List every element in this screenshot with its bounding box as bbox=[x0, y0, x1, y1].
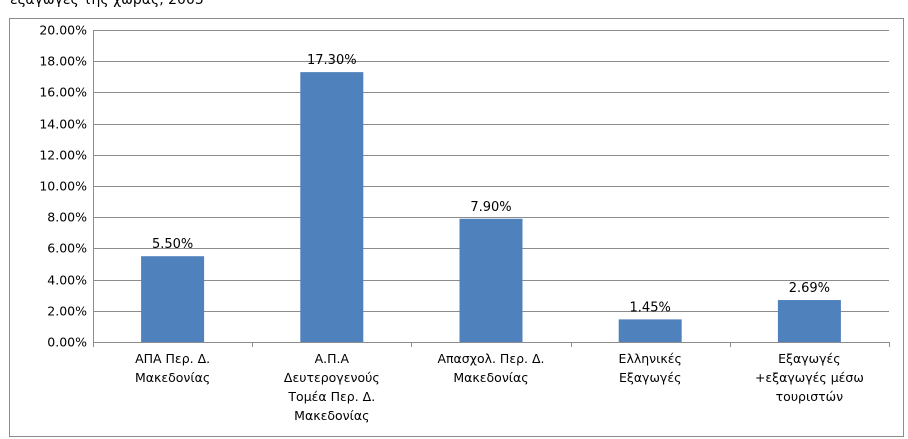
data-label: 17.30% bbox=[307, 53, 357, 68]
y-tick-label: 12.00% bbox=[39, 148, 87, 163]
bar bbox=[777, 300, 841, 342]
x-category-label: Εξαγωγές +εξαγωγές μέσω τουριστών bbox=[755, 351, 864, 404]
x-category-label-line: Α.Π.Α bbox=[315, 351, 350, 366]
data-label: 7.90% bbox=[470, 200, 511, 215]
x-category-label: Απασχολ. Περ. Δ. Μακεδονίας bbox=[437, 351, 544, 385]
y-tick-label: 0.00% bbox=[47, 335, 87, 350]
bar bbox=[141, 256, 205, 342]
y-tick-label: 6.00% bbox=[47, 241, 87, 256]
x-category-label-line: ΑΠΑ Περ. Δ. bbox=[135, 351, 210, 366]
x-category-label-line: Δευτερογενούς bbox=[284, 370, 380, 385]
x-category-label-line: Μακεδονίας bbox=[294, 408, 369, 423]
x-category-label-line: Μακεδονίας bbox=[135, 370, 210, 385]
bar bbox=[618, 319, 682, 342]
x-category-label-line: Απασχολ. Περ. Δ. bbox=[437, 351, 544, 366]
x-category-label-line: τουριστών bbox=[776, 389, 843, 404]
x-category-label-line: Τομέα Περ. Δ. bbox=[287, 389, 375, 404]
y-tick-label: 20.00% bbox=[39, 23, 87, 38]
x-category-label: Ελληνικές Εξαγωγές bbox=[619, 351, 682, 385]
bar bbox=[300, 72, 364, 343]
y-tick-label: 14.00% bbox=[39, 117, 87, 132]
y-axis-ticks: 0.00% 2.00% 4.00% 6.00% 8.00% 10.00% 12.00% 14.… bbox=[39, 23, 87, 350]
x-category-label-line: Μακεδονίας bbox=[453, 370, 528, 385]
data-label: 2.69% bbox=[789, 281, 830, 296]
y-tick-label: 8.00% bbox=[47, 210, 87, 225]
chart-frame bbox=[9, 18, 904, 437]
x-category-label-line: +εξαγωγές μέσω bbox=[755, 370, 864, 385]
x-axis-categories: ΑΠΑ Περ. Δ. Μακεδονίας Α.Π.Α Δευτερογενούς Τ… bbox=[93, 342, 890, 423]
bars bbox=[141, 72, 841, 343]
y-tick-label: 18.00% bbox=[39, 54, 87, 69]
bar bbox=[459, 218, 523, 342]
x-category-label-line: Εξαγωγές bbox=[619, 370, 681, 385]
y-tick-label: 10.00% bbox=[39, 179, 87, 194]
x-category-label: Α.Π.Α Δευτερογενούς Τομέα Περ. Δ. Μακεδονία… bbox=[284, 351, 380, 423]
data-label: 1.45% bbox=[630, 300, 671, 315]
data-label: 5.50% bbox=[152, 237, 193, 252]
x-category-label: ΑΠΑ Περ. Δ. Μακεδονίας bbox=[135, 351, 210, 385]
y-tick-label: 2.00% bbox=[47, 304, 87, 319]
y-tick-label: 4.00% bbox=[47, 273, 87, 288]
x-category-label-line: Εξαγωγές bbox=[778, 351, 840, 366]
x-category-label-line: Ελληνικές bbox=[619, 351, 682, 366]
y-tick-label: 16.00% bbox=[39, 85, 87, 100]
data-labels: 5.50% 17.30% 7.90% 1.45% 2.69% bbox=[152, 53, 830, 315]
chart-caption: εξαγωγές της χώρας, 2005 bbox=[10, 0, 204, 8]
